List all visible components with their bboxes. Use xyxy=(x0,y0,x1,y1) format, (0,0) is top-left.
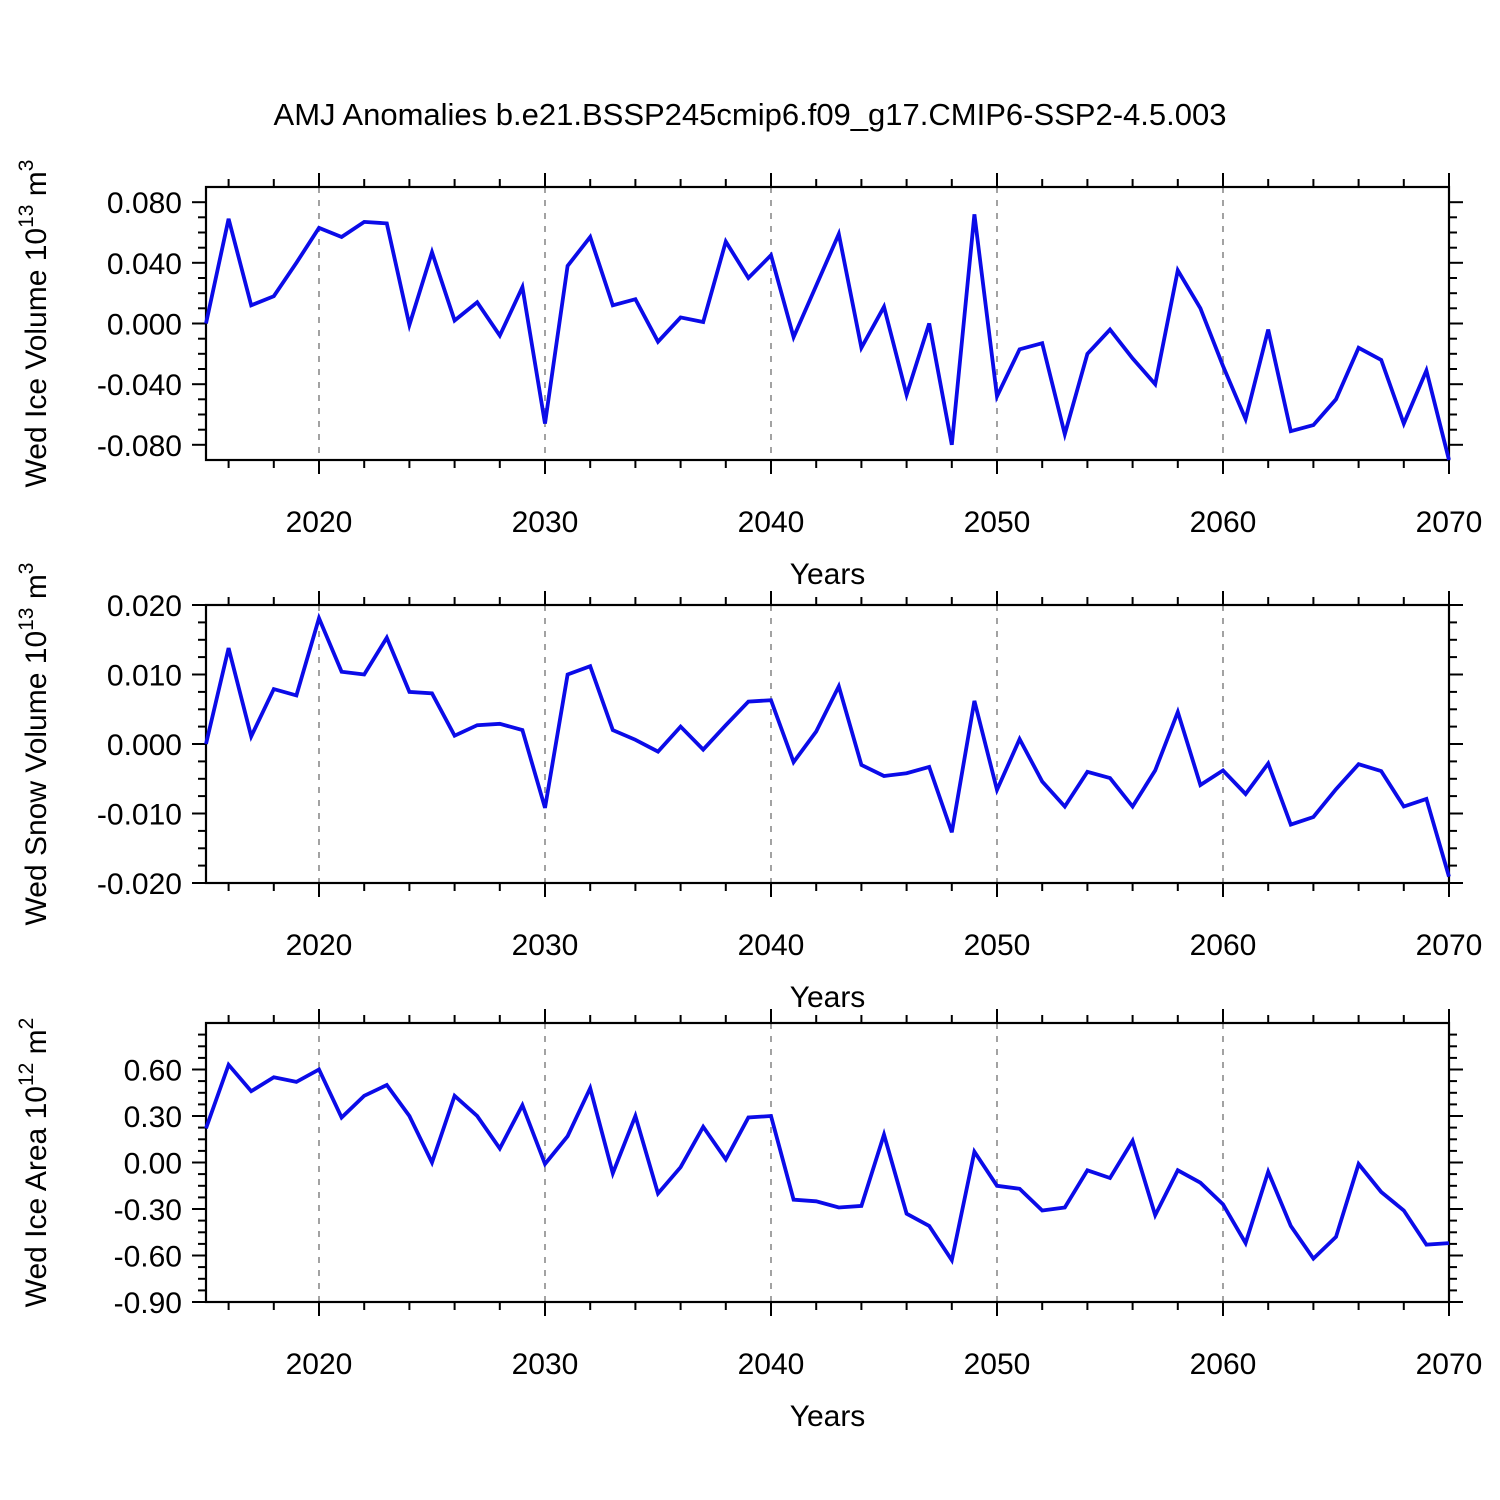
x-tick-label: 2020 xyxy=(286,1348,353,1381)
x-tick-label: 2040 xyxy=(738,1348,805,1381)
x-tick-label: 2020 xyxy=(286,506,353,539)
anomaly-line-wed-snow-volume xyxy=(204,612,1451,878)
panel-wed-ice-volume: 0.080 0.040 0.000 -0.040 -0.080 2020 2030 2040 2… xyxy=(15,160,1482,591)
y-tick-label: -0.90 xyxy=(114,1287,182,1320)
x-tick-label: 2050 xyxy=(964,506,1031,539)
x-tick-label: 2020 xyxy=(286,929,353,962)
anomaly-line-wed-ice-area xyxy=(204,1061,1450,1266)
x-tick-label: 2060 xyxy=(1190,1348,1257,1381)
anomaly-line-wed-ice-volume xyxy=(204,214,1451,461)
x-axis-title: Years xyxy=(790,1400,866,1433)
chart-title: AMJ Anomalies b.e21.BSSP245cmip6.f09_g17… xyxy=(273,97,1227,132)
y-tick-label: 0.080 xyxy=(107,187,182,220)
y-tick-label: -0.080 xyxy=(97,430,182,463)
y-tick-label: 0.000 xyxy=(107,729,182,762)
y-tick-label: -0.60 xyxy=(114,1241,182,1274)
y-tick-label: 0.020 xyxy=(107,590,182,623)
x-tick-label: 2040 xyxy=(738,929,805,962)
panel-wed-ice-area: 0.60 0.30 0.00 -0.30 -0.60 -0.90 2020 2030 2040 2… xyxy=(15,1009,1482,1433)
y-tick-label: 0.040 xyxy=(107,248,182,281)
y-tick-label: 0.010 xyxy=(107,660,182,693)
y-axis-title: Wed Ice Volume 1013 m3 xyxy=(15,160,53,488)
x-tick-label: 2030 xyxy=(512,506,579,539)
x-axis-title: Years xyxy=(790,981,866,1014)
y-tick-label: 0.00 xyxy=(124,1148,182,1181)
x-tick-label: 2060 xyxy=(1190,506,1257,539)
y-tick-label: 0.30 xyxy=(124,1101,182,1134)
y-tick-label: -0.30 xyxy=(114,1194,182,1227)
x-axis-title: Years xyxy=(790,558,866,591)
y-tick-label: -0.020 xyxy=(97,868,182,901)
x-tick-label: 2070 xyxy=(1416,506,1483,539)
y-tick-label: -0.010 xyxy=(97,799,182,832)
x-tick-label: 2030 xyxy=(512,929,579,962)
x-tick-label: 2040 xyxy=(738,506,805,539)
y-tick-label: 0.60 xyxy=(124,1055,182,1088)
y-tick-label: -0.040 xyxy=(97,369,182,402)
y-axis-title: Wed Ice Area 1012 m2 xyxy=(15,1018,53,1308)
x-tick-label: 2050 xyxy=(964,929,1031,962)
panel-border xyxy=(204,1021,1451,1304)
x-tick-label: 2060 xyxy=(1190,929,1257,962)
y-axis-title: Wed Snow Volume 1013 m3 xyxy=(15,563,53,926)
panel-border xyxy=(204,185,1451,462)
x-tick-label: 2050 xyxy=(964,1348,1031,1381)
x-tick-label: 2070 xyxy=(1416,1348,1483,1381)
panel-wed-snow-volume: 0.020 0.010 0.000 -0.010 -0.020 2020 2030 2040 2… xyxy=(15,563,1482,1015)
y-tick-label: 0.000 xyxy=(107,309,182,342)
x-tick-label: 2030 xyxy=(512,1348,579,1381)
x-tick-label: 2070 xyxy=(1416,929,1483,962)
